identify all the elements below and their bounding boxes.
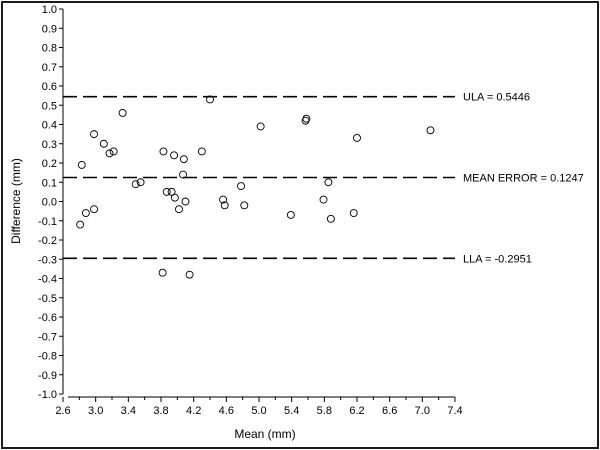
x-tick-label: 3.8 (153, 405, 168, 417)
x-tick-label: 7.0 (415, 405, 430, 417)
y-tick-label: 0.6 (42, 81, 57, 93)
data-point (105, 149, 114, 158)
x-tick-label: 2.6 (55, 405, 70, 417)
data-point (77, 160, 86, 169)
data-point (319, 195, 328, 204)
data-point (90, 205, 98, 214)
y-tick-label: 1.0 (42, 4, 57, 16)
data-point (167, 187, 176, 196)
reference-line-label: ULA = 0.5446 (463, 92, 530, 104)
data-point (219, 195, 228, 204)
y-tick-label: 0.8 (42, 43, 57, 55)
data-point (175, 205, 183, 214)
y-tick-label: 0.4 (42, 120, 57, 132)
x-tick-label: 4.6 (219, 405, 234, 417)
y-tick-label: -0.4 (38, 274, 57, 286)
y-axis-title: Difference (mm) (9, 158, 23, 244)
data-point (286, 211, 295, 219)
data-point (99, 139, 108, 148)
axes: 1.0 0.9 0.8 0.7 0.6 0.5 0.4 0.3 0.2 0.1 0.0 -0.1 -0.… (38, 4, 463, 417)
data-point (240, 201, 249, 210)
y-tick-label: 0.2 (42, 158, 57, 170)
data-point (237, 182, 245, 191)
data-point (109, 147, 118, 156)
x-tick-label: 7.4 (447, 405, 462, 417)
x-tick-label: 3.0 (88, 405, 103, 417)
data-point (181, 197, 190, 206)
y-tick-label: 0.3 (42, 139, 57, 151)
y-tick-label: 0.9 (42, 23, 57, 35)
reference-lines: ULA = 0.5446 MEAN ERROR = 0.1247 LLA = -0.… (63, 92, 584, 265)
data-point (206, 95, 214, 104)
data-point (324, 178, 333, 187)
data-point (136, 178, 145, 187)
y-tick-label: -0.8 (38, 351, 57, 363)
data-point (179, 170, 188, 179)
x-tick-label: 6.2 (349, 405, 364, 417)
data-point (353, 134, 361, 142)
data-points (76, 95, 435, 279)
y-tick-label: -0.2 (38, 235, 57, 247)
x-axis-title: Mean (mm) (234, 427, 295, 441)
data-point (158, 268, 167, 277)
data-point (162, 187, 171, 196)
reference-line-label: LLA = -0.2951 (463, 253, 532, 265)
data-point (426, 126, 435, 135)
data-point (118, 108, 127, 117)
x-tick-label: 5.0 (251, 405, 266, 417)
x-tick-label: 4.2 (186, 405, 201, 417)
y-tick-label: 0.7 (42, 62, 57, 74)
x-tick-label: 3.4 (121, 405, 136, 417)
data-point (170, 151, 179, 160)
data-point (159, 147, 168, 156)
data-point (76, 220, 85, 229)
data-point (185, 270, 194, 279)
x-tick-label: 6.6 (382, 405, 397, 417)
data-point (326, 214, 335, 223)
data-point (302, 114, 311, 123)
y-tick-label: 0.5 (42, 100, 57, 112)
y-tick-label: -0.1 (38, 216, 57, 228)
data-point (131, 180, 140, 189)
y-tick-label: -0.9 (38, 370, 57, 382)
y-tick-label: -0.6 (38, 312, 57, 324)
data-point (197, 147, 206, 156)
y-tick-label: -0.7 (38, 331, 57, 343)
reference-line-label: MEAN ERROR = 0.1247 (463, 172, 584, 184)
data-point (170, 193, 179, 202)
data-point (256, 122, 265, 131)
y-tick-label: -0.5 (38, 293, 57, 305)
data-point (179, 155, 188, 164)
data-point (220, 201, 229, 210)
data-point (81, 209, 90, 218)
y-tick-label: 0.0 (42, 197, 57, 209)
y-tick-label: 0.1 (42, 177, 57, 189)
y-tick-label: -1.0 (38, 389, 57, 401)
data-point (90, 130, 98, 139)
x-tick-label: 5.8 (317, 405, 332, 417)
y-tick-label: -0.3 (38, 254, 57, 266)
x-tick-label: 5.4 (284, 405, 299, 417)
data-point (349, 209, 358, 218)
